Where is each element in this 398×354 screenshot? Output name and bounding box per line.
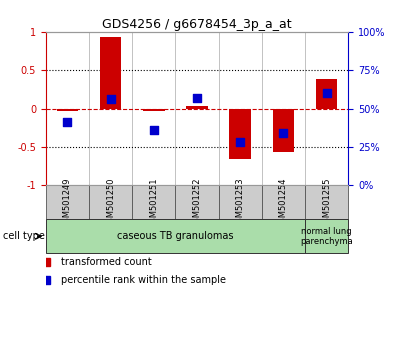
Text: GSM501249: GSM501249 bbox=[63, 177, 72, 228]
FancyBboxPatch shape bbox=[262, 185, 305, 219]
FancyBboxPatch shape bbox=[46, 219, 305, 253]
Bar bbox=[186, 105, 208, 109]
Text: percentile rank within the sample: percentile rank within the sample bbox=[61, 275, 226, 285]
Text: cell type: cell type bbox=[3, 231, 45, 241]
Bar bbox=[273, 109, 294, 152]
Bar bbox=[229, 109, 251, 159]
FancyBboxPatch shape bbox=[132, 185, 176, 219]
Bar bbox=[316, 79, 338, 109]
FancyBboxPatch shape bbox=[89, 185, 132, 219]
FancyBboxPatch shape bbox=[305, 185, 348, 219]
Bar bbox=[143, 109, 165, 111]
Point bbox=[64, 120, 70, 125]
Text: GSM501252: GSM501252 bbox=[193, 177, 201, 228]
Text: GSM501255: GSM501255 bbox=[322, 177, 331, 228]
Text: transformed count: transformed count bbox=[61, 257, 152, 267]
Point bbox=[280, 130, 287, 136]
FancyBboxPatch shape bbox=[219, 185, 262, 219]
Text: GSM501253: GSM501253 bbox=[236, 177, 245, 228]
Text: caseous TB granulomas: caseous TB granulomas bbox=[117, 231, 234, 241]
Text: GSM501251: GSM501251 bbox=[149, 177, 158, 228]
Point bbox=[150, 127, 157, 133]
FancyBboxPatch shape bbox=[46, 185, 89, 219]
Point bbox=[237, 139, 244, 144]
Point bbox=[107, 96, 114, 102]
FancyBboxPatch shape bbox=[176, 185, 219, 219]
Bar bbox=[100, 37, 121, 109]
Text: GSM501254: GSM501254 bbox=[279, 177, 288, 228]
Title: GDS4256 / g6678454_3p_a_at: GDS4256 / g6678454_3p_a_at bbox=[102, 18, 292, 31]
Point bbox=[194, 95, 200, 101]
Point bbox=[324, 90, 330, 96]
FancyBboxPatch shape bbox=[305, 219, 348, 253]
Text: GSM501250: GSM501250 bbox=[106, 177, 115, 228]
Bar bbox=[57, 109, 78, 111]
Text: normal lung
parenchyma: normal lung parenchyma bbox=[300, 227, 353, 246]
